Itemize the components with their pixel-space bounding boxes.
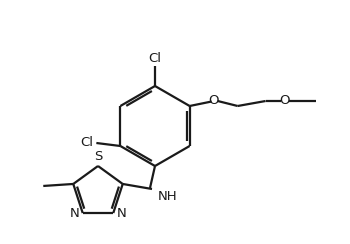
Text: N: N [70, 206, 80, 220]
Text: Cl: Cl [148, 52, 161, 65]
Text: O: O [279, 93, 289, 106]
Text: NH: NH [158, 190, 177, 203]
Text: O: O [208, 93, 218, 106]
Text: Cl: Cl [80, 135, 93, 149]
Text: S: S [94, 150, 102, 163]
Text: N: N [116, 206, 126, 220]
